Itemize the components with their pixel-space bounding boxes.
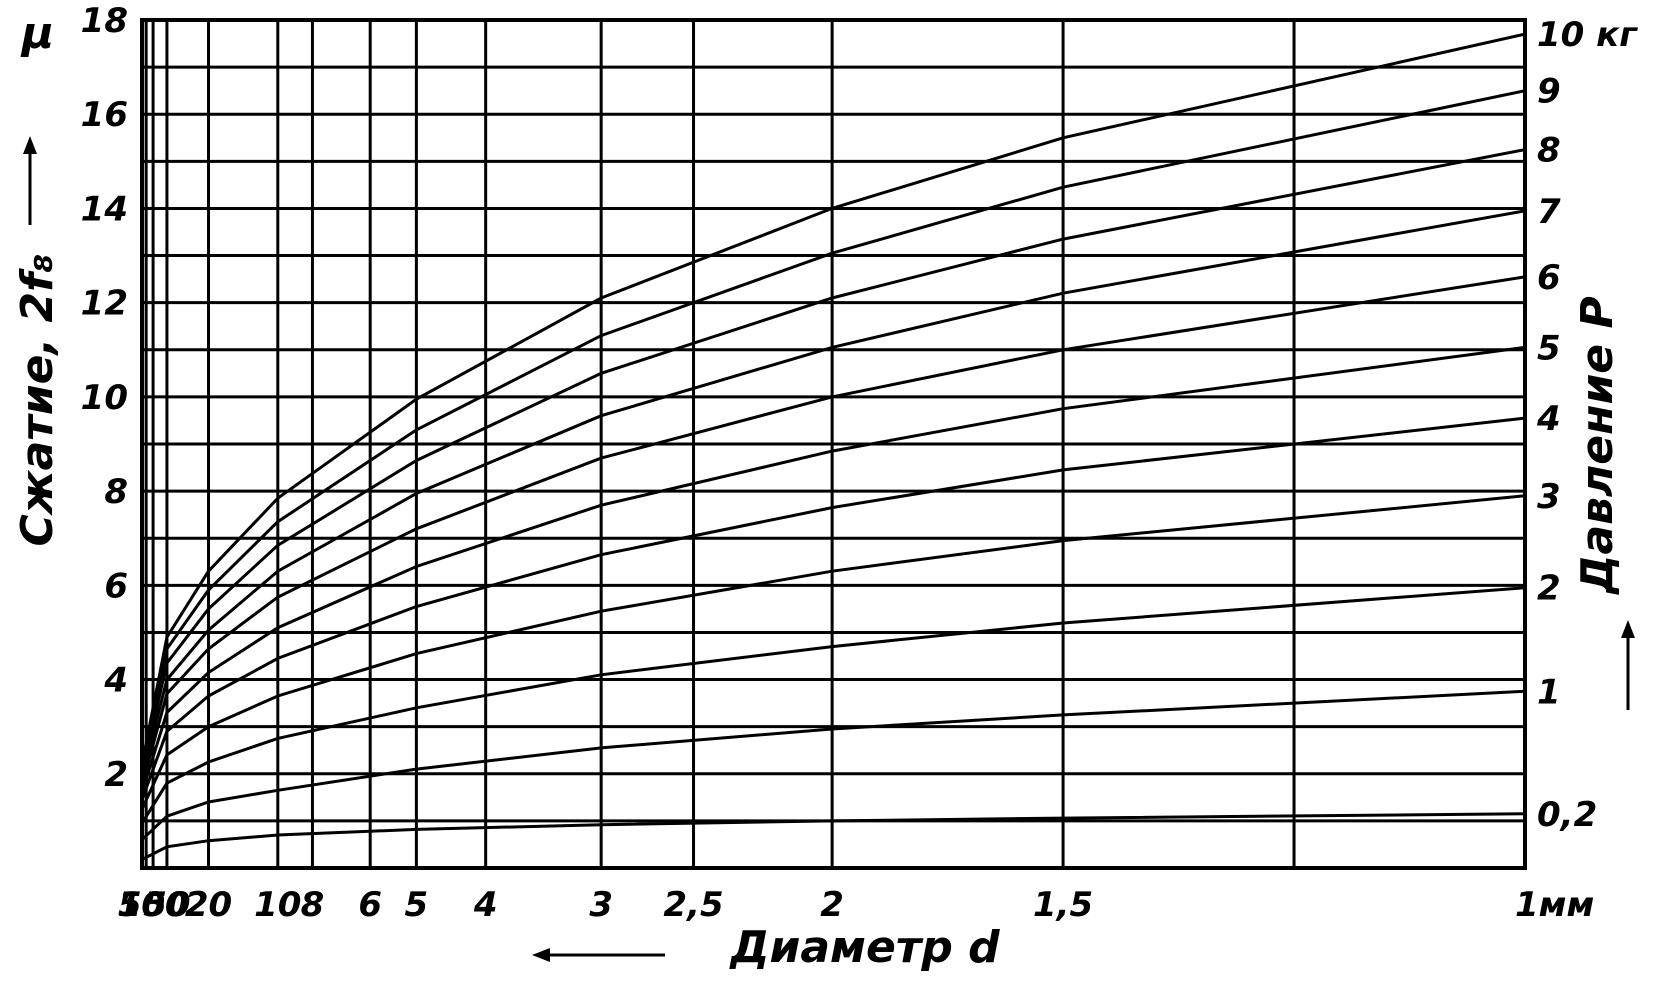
y2-axis-arrow — [1621, 620, 1635, 710]
x-tick-label: 500 — [118, 885, 189, 925]
x-tick-label: 6 — [358, 885, 382, 925]
series-line — [141, 812, 1526, 861]
series-line — [140, 416, 1526, 801]
y-tick-label: 16 — [81, 95, 128, 135]
y-tick-labels: 2 4 6 8 10 12 14 16 18 — [81, 1, 128, 795]
y-tick-label: 10 — [81, 378, 128, 418]
series-name-label: 8 — [1537, 131, 1561, 171]
x-tick-label: 5 — [405, 885, 429, 925]
x-tick-label: 50 — [143, 885, 190, 925]
y-tick-label: 6 — [104, 566, 128, 606]
series-line — [140, 32, 1526, 765]
y-axis-title: Сжатие, 2f₈ — [12, 253, 63, 546]
x-tick-label: 10 — [254, 885, 301, 925]
series-name-label: 7 — [1537, 192, 1561, 232]
y-tick-label: 4 — [103, 661, 128, 701]
y-tick-label: 2 — [104, 755, 128, 795]
series-name-label: 10 кг — [1537, 15, 1638, 55]
series-name-label: 3 — [1537, 477, 1561, 517]
series-line — [140, 209, 1526, 779]
y2-axis-title: Давление P — [1572, 296, 1623, 595]
series-line — [140, 586, 1526, 824]
x-tick-label: 2 — [820, 885, 844, 925]
series-name-label: 1 — [1537, 672, 1561, 712]
series-name-label: 6 — [1537, 258, 1561, 298]
series-name-label: 4 — [1536, 399, 1561, 439]
y-tick-label: 18 — [81, 1, 128, 41]
x-tick-label: 100 — [118, 885, 189, 925]
series-name-label: 9 — [1537, 72, 1561, 112]
x-tick-label: 1,5 — [1033, 885, 1093, 925]
series-name-labels: 0,2 1 2 3 4 5 6 7 8 9 10 кг — [1536, 15, 1638, 835]
series-line — [140, 689, 1526, 841]
y-unit-label: μ — [20, 8, 54, 59]
series-name-label: 5 — [1537, 328, 1561, 368]
x-tick-label: 8 — [301, 885, 325, 925]
series-line — [140, 275, 1526, 786]
x-axis-title: Диаметр d — [728, 922, 1000, 973]
y-tick-label: 14 — [81, 189, 128, 229]
y-axis-arrow — [23, 136, 37, 225]
x-tick-label: 3 — [589, 885, 613, 925]
x-axis-arrow — [532, 948, 665, 962]
series-lines — [140, 32, 1526, 861]
x-tick-label: 1мм — [1515, 885, 1594, 925]
series-name-label: 0,2 — [1537, 795, 1597, 835]
plot-frame — [140, 18, 1527, 870]
series-line — [140, 148, 1526, 775]
series-line — [140, 345, 1526, 794]
x-tick-label: 2,5 — [663, 885, 723, 925]
y-tick-label: 12 — [81, 284, 128, 324]
x-tick-label: 4 — [473, 885, 498, 925]
series-line — [140, 89, 1526, 770]
grid — [140, 18, 1527, 870]
x-tick-label: 20 — [185, 885, 232, 925]
series-name-label: 2 — [1537, 569, 1561, 609]
y-tick-label: 8 — [104, 472, 128, 512]
series-line — [140, 494, 1526, 810]
